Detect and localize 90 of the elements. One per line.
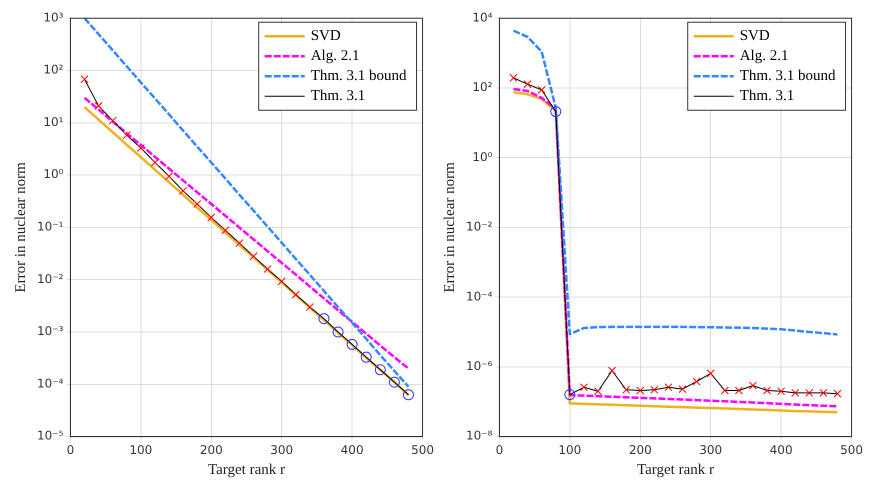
point (374, 364, 386, 376)
point (264, 264, 272, 274)
x-tick-label: 400 (340, 442, 364, 457)
x-tick-label: 200 (628, 442, 652, 457)
x-tick-label: 0 (496, 442, 504, 457)
x-tick-label: 200 (200, 442, 223, 457)
point (207, 213, 216, 222)
legend-label: Alg. 2.1 (740, 48, 788, 64)
y-tick-label: 10⁻³ (36, 324, 64, 338)
x-tick-label: 500 (411, 442, 434, 457)
y-tick-label: 10² (472, 80, 493, 94)
point (550, 106, 562, 118)
y-tick-label: 10⁻² (36, 272, 64, 286)
y-tick-label: 10² (43, 62, 64, 77)
point (509, 74, 518, 82)
point (108, 116, 117, 125)
point (805, 388, 814, 397)
x-tick-label: 300 (270, 442, 294, 457)
x-tick-label: 400 (770, 442, 793, 457)
point (664, 383, 672, 392)
x-axis-title: Target rank r (208, 462, 285, 478)
point (538, 86, 546, 94)
legend-label: SVD (310, 28, 341, 44)
point (235, 239, 244, 248)
point (608, 366, 616, 375)
y-tick-label: 10⁻⁵ (36, 428, 64, 443)
legend-label: Thm. 3.1 (310, 88, 366, 104)
point (636, 386, 644, 395)
legend-label: Alg. 2.1 (310, 48, 360, 64)
y-tick-label: 10⁰ (472, 150, 493, 164)
point (292, 290, 300, 299)
point (136, 144, 145, 152)
y-tick-label: 10⁻⁸ (466, 428, 493, 443)
point (594, 387, 602, 396)
point (580, 383, 588, 392)
point (150, 158, 159, 166)
y-axis-title: Error in nuclear norm (12, 162, 29, 293)
legend-label: Thm. 3.1 bound (310, 68, 408, 84)
point (346, 338, 358, 350)
x-tick-label: 0 (66, 442, 74, 457)
point (564, 389, 576, 400)
y-tick-label: 10⁻⁶ (466, 358, 493, 373)
point (622, 386, 630, 394)
y-tick-label: 10⁻⁴ (466, 289, 493, 304)
y-tick-label: 10⁻⁴ (36, 376, 64, 390)
point (179, 186, 188, 195)
point (164, 172, 174, 180)
y-tick-label: 10³ (43, 10, 64, 24)
point (193, 200, 202, 208)
point (318, 313, 330, 324)
point (94, 102, 103, 110)
y-tick-label: 10¹ (43, 114, 64, 129)
point (122, 131, 131, 140)
point (360, 352, 372, 363)
x-axis-title: Target rank r (636, 462, 714, 478)
x-tick-label: 300 (699, 442, 722, 457)
point (791, 388, 800, 397)
point (763, 386, 772, 395)
point (221, 226, 230, 234)
point (720, 386, 729, 395)
point (650, 386, 658, 394)
point (80, 75, 89, 84)
point (678, 385, 687, 394)
legend-label: Thm. 3.1 (740, 88, 794, 104)
legend-label: SVD (740, 28, 770, 44)
point (777, 387, 786, 396)
y-axis-title: Error in nuclear norm (442, 162, 458, 293)
point (402, 389, 414, 400)
point (388, 376, 400, 388)
point (748, 382, 757, 390)
point (819, 388, 828, 397)
x-tick-label: 100 (558, 442, 582, 457)
y-tick-label: 10⁻² (466, 220, 493, 234)
legend-label: Thm. 3.1 bound (740, 68, 836, 84)
point (692, 377, 701, 386)
x-tick-label: 500 (840, 442, 863, 457)
point (278, 277, 286, 286)
point (249, 252, 258, 260)
line-series (512, 29, 839, 336)
point (524, 80, 532, 88)
line-series (83, 18, 410, 388)
point (734, 386, 743, 395)
y-tick-label: 10⁰ (43, 167, 64, 182)
point (706, 369, 715, 378)
point (306, 303, 314, 312)
x-tick-label: 100 (129, 442, 152, 457)
y-tick-label: 10⁻¹ (36, 220, 64, 234)
y-tick-label: 10⁴ (472, 10, 493, 24)
point (332, 326, 344, 338)
point (833, 390, 842, 398)
